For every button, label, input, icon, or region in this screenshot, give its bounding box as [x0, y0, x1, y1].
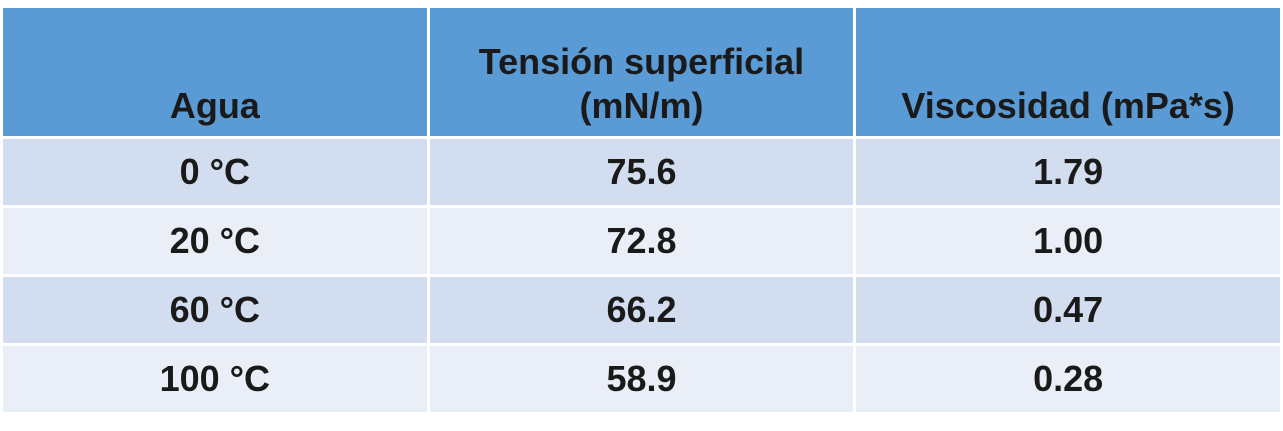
- table-row: 0 °C 75.6 1.79: [3, 139, 1280, 205]
- table-cell: 66.2: [429, 277, 854, 343]
- header-cell: Tensión superficial (mN/m): [429, 8, 854, 136]
- table-cell: 0.47: [856, 277, 1280, 343]
- header-row: Agua Tensión superficial (mN/m) Viscosidad…: [3, 8, 1280, 136]
- table-cell: 60 °C: [3, 277, 427, 343]
- table-cell: 0.28: [856, 346, 1280, 412]
- table-cell: 20 °C: [3, 208, 427, 274]
- header-cell: Viscosidad (mPa*s): [856, 8, 1280, 136]
- table-row: 20 °C 72.8 1.00: [3, 208, 1280, 274]
- data-table: Agua Tensión superficial (mN/m) Viscosidad…: [0, 5, 1283, 415]
- table-cell: 58.9: [429, 346, 854, 412]
- table-row: 100 °C 58.9 0.28: [3, 346, 1280, 412]
- table-cell: 72.8: [429, 208, 854, 274]
- table-row: 60 °C 66.2 0.47: [3, 277, 1280, 343]
- table-cell: 75.6: [429, 139, 854, 205]
- table-cell: 0 °C: [3, 139, 427, 205]
- table-cell: 1.79: [856, 139, 1280, 205]
- header-cell: Agua: [3, 8, 427, 136]
- table-cell: 1.00: [856, 208, 1280, 274]
- table-header: Agua Tensión superficial (mN/m) Viscosidad…: [3, 8, 1280, 136]
- table-cell: 100 °C: [3, 346, 427, 412]
- table-body: 0 °C 75.6 1.79 20 °C 72.8 1.00 60 °C 66.2 0.47 10…: [3, 139, 1280, 412]
